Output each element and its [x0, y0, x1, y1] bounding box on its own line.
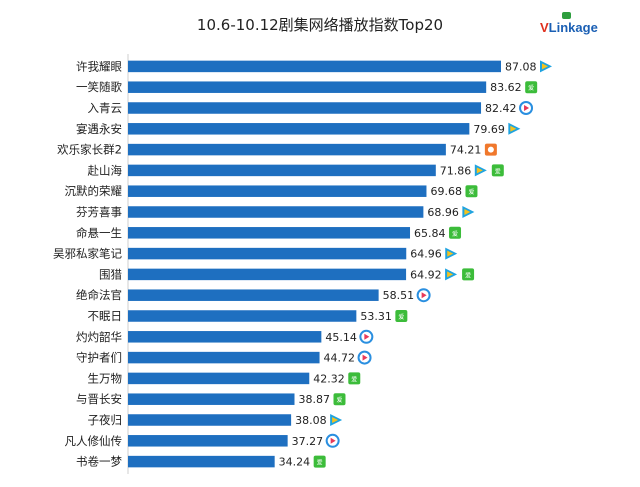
iqiyi-icon [491, 164, 504, 177]
tencent-video-icon-inner [464, 209, 471, 215]
iqiyi-icon-glyph: 爱 [398, 313, 404, 321]
bar [128, 185, 427, 197]
bar [128, 81, 487, 93]
category-label: 守护者们 [76, 351, 122, 365]
category-label: 命悬一生 [76, 226, 122, 240]
iqiyi-icon [449, 226, 462, 239]
bar [128, 60, 501, 73]
bar [128, 435, 288, 447]
bar [128, 143, 446, 156]
iqiyi-icon-glyph: 爱 [351, 375, 357, 383]
youku-icon-play [364, 333, 370, 340]
data-label: 64.92 [410, 268, 442, 281]
data-label: 45.14 [325, 331, 357, 344]
bar [128, 289, 379, 301]
iqiyi-icon-glyph: 爱 [317, 459, 323, 467]
tencent-video-icon-inner [476, 167, 483, 174]
youku-icon-play [421, 292, 427, 299]
category-label: 生万物 [88, 371, 123, 385]
iqiyi-icon-glyph: 爱 [495, 167, 501, 175]
iqiyi-icon-glyph: 爱 [465, 271, 471, 279]
bar [128, 331, 322, 343]
data-label: 83.62 [490, 81, 522, 94]
bar [128, 123, 470, 135]
category-label: 子夜归 [88, 413, 123, 427]
bar [128, 227, 411, 239]
category-label: 灼灼韶华 [76, 330, 122, 344]
bar [128, 393, 295, 405]
iqiyi-icon [525, 81, 538, 94]
iqiyi-icon-glyph: 爱 [336, 396, 342, 404]
logo-mark: V [540, 20, 549, 35]
data-label: 79.69 [473, 123, 505, 136]
mango-tv-icon-dot [487, 146, 494, 153]
bar [128, 372, 310, 385]
iqiyi-icon [465, 185, 478, 198]
data-label: 69.68 [430, 185, 462, 198]
data-label: 37.27 [292, 435, 324, 448]
bar [128, 247, 407, 260]
category-label: 入青云 [88, 101, 123, 115]
category-label: 书卷一梦 [76, 455, 122, 469]
data-label: 38.87 [298, 393, 330, 406]
data-label: 34.24 [279, 456, 311, 469]
bar [128, 102, 482, 114]
youku-icon-play [362, 354, 368, 361]
bar [128, 455, 275, 468]
data-label: 68.96 [427, 206, 459, 219]
tencent-video-icon-inner [447, 250, 454, 257]
data-label: 71.86 [440, 164, 472, 177]
tencent-video-icon-inner [332, 417, 339, 423]
category-label: 昊邪私家笔记 [53, 247, 122, 261]
bar [128, 164, 436, 177]
bar [128, 310, 357, 322]
category-label: 凡人修仙传 [65, 434, 123, 448]
data-label: 38.08 [295, 414, 327, 427]
iqiyi-icon [333, 393, 346, 406]
logo-wordmark: Linkage [548, 20, 598, 35]
data-label: 42.32 [313, 372, 345, 385]
category-label: 芬芳喜事 [76, 205, 122, 219]
bar [128, 268, 407, 281]
data-label: 58.51 [383, 289, 415, 302]
category-label: 赴山海 [88, 163, 123, 177]
category-label: 许我耀眼 [76, 59, 122, 73]
iqiyi-icon [395, 310, 408, 322]
youku-icon-play [330, 437, 336, 444]
data-label: 87.08 [505, 60, 537, 73]
category-label: 围猎 [99, 267, 122, 281]
data-label: 44.72 [324, 352, 356, 365]
data-label: 64.96 [410, 248, 442, 261]
bar [128, 414, 292, 426]
iqiyi-icon-glyph: 爱 [452, 230, 458, 238]
iqiyi-icon [462, 268, 475, 281]
bar [128, 351, 320, 364]
data-label: 53.31 [360, 310, 392, 323]
logo-badge-icon [562, 12, 571, 19]
chart-title: 10.6-10.12剧集网络播放指数Top20 [196, 16, 444, 34]
iqiyi-icon-glyph: 爱 [468, 188, 474, 196]
iqiyi-icon-glyph: 爱 [528, 84, 534, 92]
bar [128, 206, 424, 218]
category-label: 不眠日 [88, 309, 123, 323]
category-label: 绝命法官 [76, 288, 122, 302]
tencent-video-icon-inner [542, 63, 548, 70]
category-label: 一笑随歌 [76, 80, 122, 94]
category-label: 与晋长安 [76, 392, 122, 406]
data-label: 74.21 [450, 144, 482, 157]
youku-icon-play [524, 105, 530, 111]
data-label: 65.84 [414, 227, 446, 240]
data-label: 82.42 [485, 102, 517, 115]
iqiyi-icon [313, 455, 326, 468]
iqiyi-icon [348, 372, 361, 385]
category-label: 沉默的荣耀 [65, 184, 123, 198]
category-label: 宴遇永安 [76, 122, 122, 136]
vlinkage-logo: VLinkage [540, 12, 598, 35]
tencent-video-icon-inner [447, 271, 454, 278]
category-label: 欢乐家长群2 [57, 143, 122, 157]
tencent-video-icon-inner [510, 125, 517, 132]
